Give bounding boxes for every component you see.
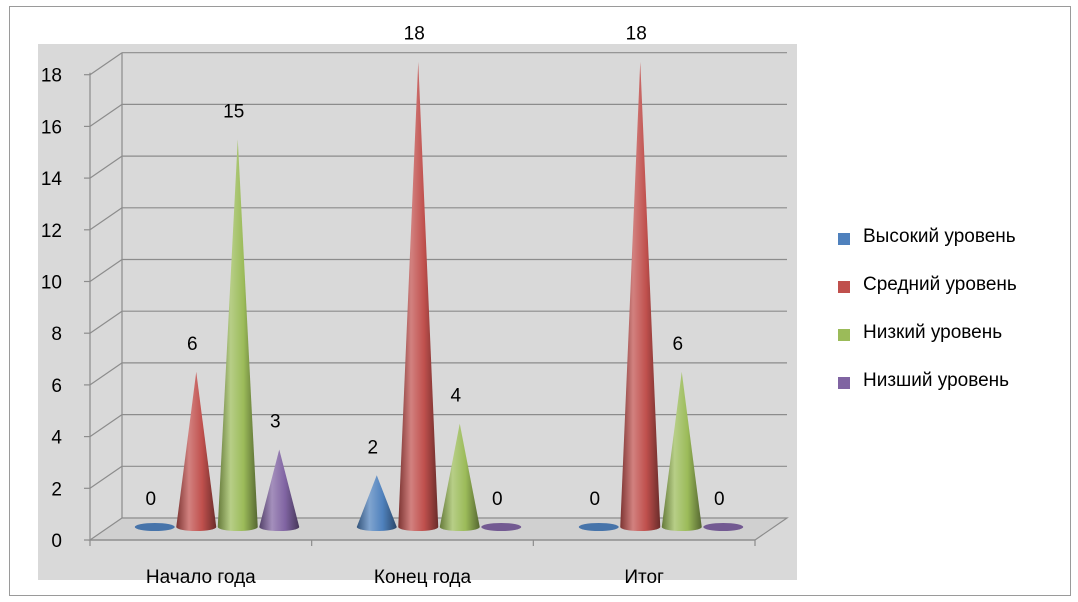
cone-mark: [703, 523, 744, 531]
x-category-label: Конец года: [374, 567, 472, 588]
legend-label-high: Высокий уровень: [863, 226, 1016, 247]
gridline-side: [89, 207, 123, 231]
legend-swatch-low: [838, 329, 850, 341]
x-category-label: Начало года: [146, 567, 256, 588]
cone-mark: [356, 475, 397, 531]
cone-mark: [259, 449, 300, 531]
y-tick-label: 8: [51, 324, 62, 345]
gridline-side: [89, 52, 123, 76]
data-label: 0: [714, 489, 725, 510]
y-tick-label: 10: [41, 273, 62, 294]
y-tick-label: 18: [41, 66, 62, 87]
cone-mark: [481, 523, 522, 531]
y-tick-label: 16: [41, 117, 62, 138]
gridline-side: [89, 259, 123, 282]
legend-swatch-medium: [838, 281, 850, 293]
y-tick-label: 14: [41, 169, 63, 190]
data-label: 18: [626, 24, 647, 45]
data-label: 6: [672, 334, 683, 355]
legend-label-lowest: Низший уровень: [863, 370, 1010, 391]
gridline-side: [89, 310, 123, 334]
data-label: 6: [187, 334, 198, 355]
cone-mark: [661, 371, 702, 531]
cone-mark: [439, 423, 480, 531]
data-label: 3: [270, 411, 281, 432]
legend: Высокий уровень Средний уровень Низкий у…: [838, 226, 1073, 418]
y-tick-label: 2: [51, 479, 62, 500]
y-tick-label: 6: [51, 376, 62, 397]
data-label: 18: [404, 24, 425, 45]
cone-mark: [176, 371, 217, 531]
gridline-side: [89, 414, 123, 438]
gridline-side: [89, 103, 123, 127]
y-tick-label: 0: [51, 531, 62, 552]
legend-swatch-lowest: [838, 377, 850, 389]
cone-mark: [398, 61, 439, 531]
legend-item-lowest: Низший уровень: [838, 370, 1073, 418]
data-label: 4: [450, 386, 461, 407]
data-label: 0: [492, 489, 503, 510]
x-category-label: Итог: [624, 567, 664, 588]
cone-mark: [620, 61, 661, 531]
data-label: 15: [223, 101, 244, 122]
legend-label-low: Низкий уровень: [863, 322, 1003, 343]
data-label: 0: [589, 489, 600, 510]
legend-item-low: Низкий уровень: [838, 322, 1073, 370]
y-tick-label: 12: [41, 221, 62, 242]
legend-swatch-high: [838, 233, 850, 245]
gridline-side: [89, 155, 123, 179]
legend-item-medium: Средний уровень: [838, 274, 1073, 322]
y-tick-label: 4: [51, 428, 62, 449]
gridline-side: [89, 362, 123, 386]
data-label: 0: [145, 489, 156, 510]
cone-mark: [578, 523, 619, 531]
legend-item-high: Высокий уровень: [838, 226, 1073, 274]
gridline-side: [89, 465, 123, 489]
cone-mark: [134, 523, 175, 531]
data-label: 2: [367, 437, 378, 458]
legend-label-medium: Средний уровень: [863, 274, 1017, 295]
cone-mark: [217, 139, 258, 531]
